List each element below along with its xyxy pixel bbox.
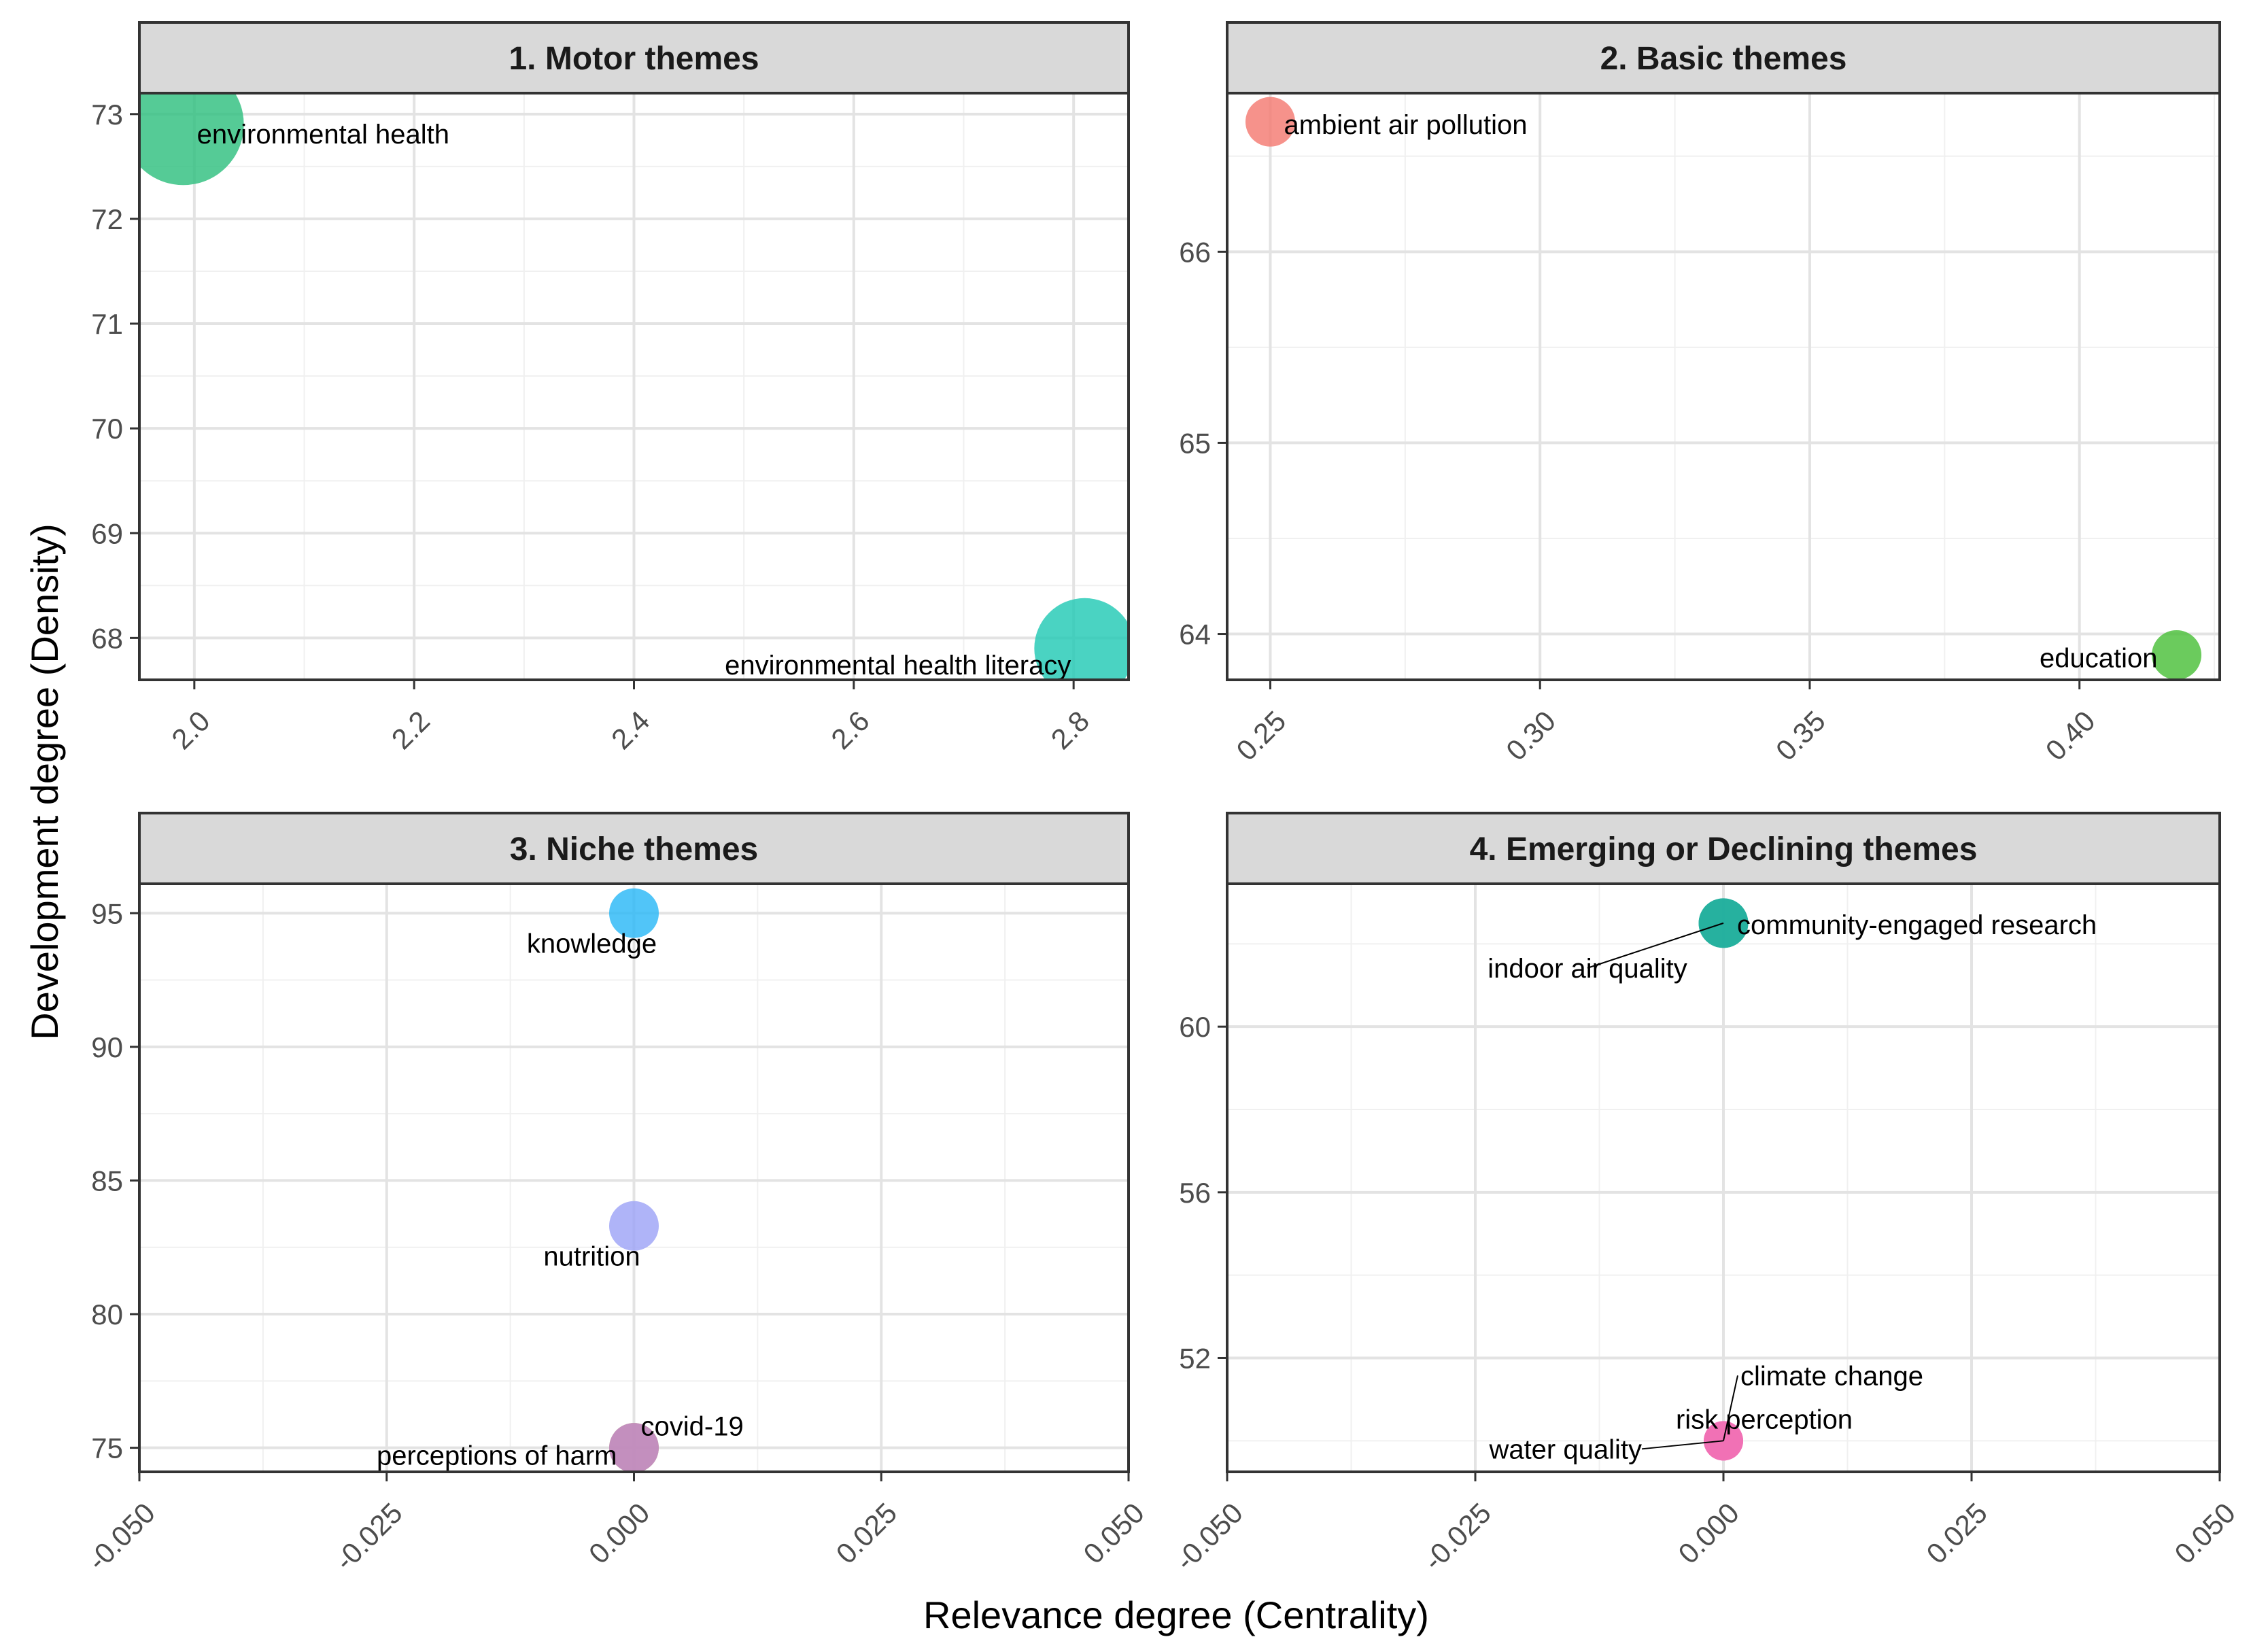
points-layer	[139, 93, 1129, 680]
y-tick-label: 71	[91, 308, 123, 340]
point-label: knowledge	[527, 929, 657, 959]
y-tick-label: 72	[91, 203, 123, 235]
point-label: environmental health	[197, 120, 449, 150]
x-tick-label: 2.4	[605, 705, 656, 756]
x-tick-label: 2.0	[165, 705, 216, 756]
point-label: water quality	[1488, 1434, 1642, 1464]
label-leader-line	[1587, 922, 1724, 969]
y-tick-label: 80	[91, 1298, 123, 1330]
x-axis-title: Relevance degree (Centrality)	[923, 1594, 1429, 1636]
x-tick-label: -0.050	[1169, 1497, 1249, 1577]
panel-header-strip	[138, 21, 1130, 94]
x-tick-label: 0.025	[1920, 1497, 1993, 1570]
point-label: risk perception	[1676, 1405, 1853, 1434]
y-tick-label: 64	[1179, 619, 1211, 651]
x-tick-label: 2.2	[385, 705, 436, 756]
x-tick-label: 0.000	[583, 1497, 656, 1570]
bubble-point	[1034, 598, 1129, 680]
y-tick-label: 69	[91, 517, 123, 549]
x-tick-label: 2.8	[1045, 705, 1096, 756]
panel-1: 2.0 2.2 2.4 2.6 2.8 68 69 70 71 72 73 environmental…	[91, 21, 1130, 756]
panel-2: 0.25 0.30 0.35 0.40 64 65 66 ambient air pollut…	[1179, 21, 2221, 767]
panel-header-strip	[1226, 21, 2221, 94]
panel-title: 2. Basic themes	[1600, 41, 1847, 77]
panel-title: 1. Motor themes	[509, 41, 759, 77]
x-tick-label: 0.30	[1500, 705, 1562, 767]
x-tick-label: 0.000	[1672, 1497, 1745, 1570]
bubble-point	[2152, 630, 2202, 680]
x-tick-label: 0.35	[1770, 705, 1832, 767]
point-label: ambient air pollution	[1284, 110, 1527, 140]
x-tick-label: -0.025	[328, 1497, 408, 1577]
x-tick-label: -0.025	[1417, 1497, 1497, 1577]
y-tick-label: 90	[91, 1031, 123, 1063]
y-tick-label: 56	[1179, 1177, 1211, 1209]
x-tick-label: 0.050	[1077, 1497, 1150, 1570]
y-tick-label: 68	[91, 622, 123, 654]
bubble-point	[609, 1423, 659, 1472]
point-label: environmental health literacy	[725, 651, 1071, 681]
point-label: education	[2040, 643, 2157, 673]
panel-title: 4. Emerging or Declining themes	[1470, 831, 1978, 867]
bubble-point	[609, 888, 659, 938]
y-tick-label: 73	[91, 99, 123, 131]
label-leader-line	[1723, 1375, 1738, 1441]
panel-title: 3. Niche themes	[510, 831, 758, 867]
x-tick-label: 0.40	[2040, 705, 2101, 767]
y-tick-label: 52	[1179, 1342, 1211, 1374]
x-tick-label: 0.050	[2168, 1497, 2241, 1570]
bubble-point	[139, 93, 244, 186]
bubble-point	[609, 1201, 659, 1251]
point-label: nutrition	[543, 1241, 640, 1271]
x-tick-label: 0.25	[1230, 705, 1292, 767]
x-tick-label: 2.6	[825, 705, 876, 756]
y-tick-label: 95	[91, 897, 123, 929]
y-axis-title: Development degree (Density)	[23, 523, 66, 1039]
point-label: climate change	[1740, 1361, 1923, 1391]
bubble-point	[1245, 97, 1295, 147]
point-label: covid-19	[641, 1412, 744, 1442]
y-tick-label: 70	[91, 413, 123, 445]
y-tick-label: 65	[1179, 427, 1211, 459]
x-tick-label: -0.050	[82, 1497, 161, 1577]
point-label: community-engaged research	[1737, 910, 2097, 940]
y-tick-label: 66	[1179, 236, 1211, 268]
points-layer	[1245, 97, 2202, 680]
panel-header-strip	[138, 812, 1130, 885]
x-tick-label: 0.025	[830, 1497, 904, 1570]
point-label: perceptions of harm	[377, 1441, 617, 1471]
y-tick-label: 75	[91, 1432, 123, 1464]
label-leader-line	[1641, 1440, 1724, 1450]
panel-3: -0.050 -0.025 0.000 0.025 0.050 75 80 85 90 95 kno…	[82, 812, 1150, 1577]
points-layer	[609, 888, 659, 1472]
panel-4: -0.050 -0.025 0.000 0.025 0.050 52 56 60 communi…	[1169, 812, 2241, 1577]
plot-background	[1227, 93, 2220, 680]
point-label: indoor air quality	[1488, 954, 1687, 984]
panel-header-strip	[1226, 812, 2221, 885]
y-tick-label: 60	[1179, 1011, 1211, 1043]
y-tick-label: 85	[91, 1165, 123, 1197]
